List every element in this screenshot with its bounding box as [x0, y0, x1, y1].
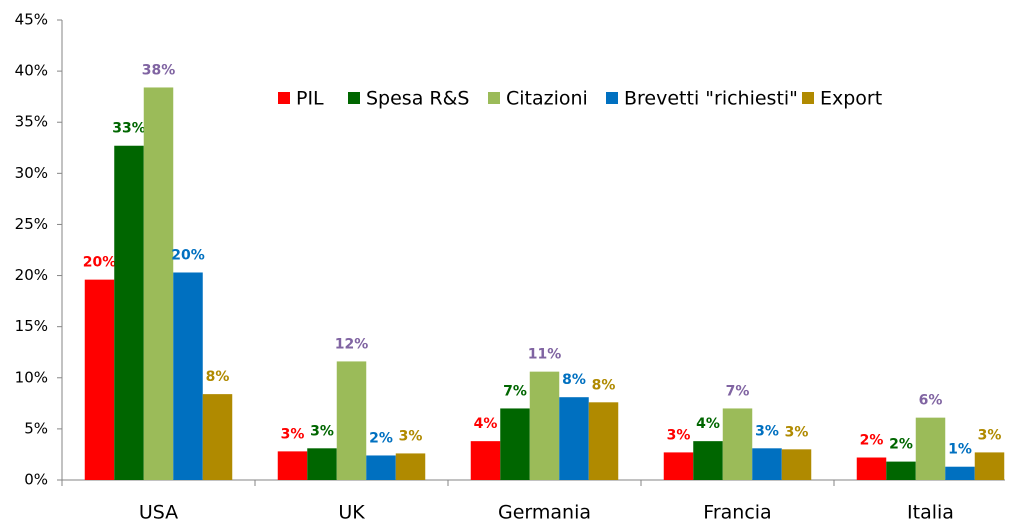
value-label: 2%: [889, 437, 913, 453]
y-tick-label: 0%: [24, 471, 48, 489]
bar: [588, 402, 619, 480]
value-label: 3%: [281, 426, 305, 442]
bar: [663, 452, 694, 480]
bar: [336, 361, 367, 480]
x-tick-label: USA: [139, 502, 178, 522]
bar: [500, 408, 530, 480]
value-label: 3%: [399, 428, 423, 444]
bar: [559, 397, 589, 480]
value-label: 33%: [112, 121, 146, 137]
legend-swatch: [802, 92, 814, 104]
legend-swatch: [488, 92, 500, 104]
bar: [915, 417, 946, 480]
y-tick-label: 5%: [24, 419, 48, 437]
bar: [366, 455, 396, 480]
y-tick-label: 35%: [15, 113, 48, 131]
x-tick-label: Italia: [907, 502, 954, 522]
value-label: 4%: [696, 416, 720, 432]
value-label: 8%: [592, 377, 616, 393]
value-label: 7%: [503, 383, 527, 399]
value-label: 38%: [142, 62, 176, 78]
value-label: 3%: [785, 424, 809, 440]
value-label: 2%: [860, 433, 884, 449]
bar: [173, 272, 203, 480]
value-label: 3%: [978, 427, 1002, 443]
value-label: 3%: [755, 423, 779, 439]
legend-label: Citazioni: [506, 88, 588, 110]
bar: [974, 452, 1005, 480]
x-tick-label: Francia: [703, 502, 771, 522]
bar: [886, 461, 916, 480]
bar: [143, 87, 174, 480]
value-label: 1%: [948, 442, 972, 458]
value-label: 8%: [206, 369, 230, 385]
legend-swatch: [348, 92, 360, 104]
bar: [752, 448, 782, 480]
bar: [395, 453, 426, 480]
value-label: 12%: [335, 336, 369, 352]
bar: [114, 145, 144, 480]
bar: [693, 441, 723, 480]
legend-label: Brevetti "richiesti": [624, 88, 798, 110]
y-tick-label: 30%: [15, 164, 48, 182]
legend-swatch: [606, 92, 618, 104]
bar: [307, 448, 337, 480]
bar: [84, 279, 115, 480]
y-tick-label: 10%: [15, 368, 48, 386]
y-tick-label: 40%: [15, 62, 48, 80]
y-tick-label: 45%: [15, 11, 48, 29]
value-label: 20%: [83, 255, 117, 271]
value-label: 3%: [310, 423, 334, 439]
bar: [470, 441, 501, 480]
value-label: 4%: [474, 416, 498, 432]
y-tick-label: 25%: [15, 215, 48, 233]
bar: [945, 466, 975, 480]
value-label: 7%: [726, 383, 750, 399]
y-tick-label: 20%: [15, 266, 48, 284]
y-tick-label: 15%: [15, 317, 48, 335]
bar: [781, 449, 812, 480]
value-label: 8%: [562, 372, 586, 388]
bar: [722, 408, 753, 480]
legend-label: Export: [820, 88, 882, 110]
x-tick-label: UK: [338, 502, 365, 522]
bar: [277, 451, 308, 480]
value-label: 2%: [369, 430, 393, 446]
x-tick-label: Germania: [498, 502, 591, 522]
value-label: 11%: [528, 347, 562, 363]
bar: [202, 394, 233, 480]
value-label: 20%: [171, 247, 205, 263]
bar: [856, 457, 887, 480]
legend-label: Spesa R&S: [366, 88, 469, 110]
legend-label: PIL: [296, 88, 324, 110]
legend-swatch: [278, 92, 290, 104]
value-label: 3%: [667, 427, 691, 443]
value-label: 6%: [919, 393, 943, 409]
bar: [529, 371, 560, 480]
